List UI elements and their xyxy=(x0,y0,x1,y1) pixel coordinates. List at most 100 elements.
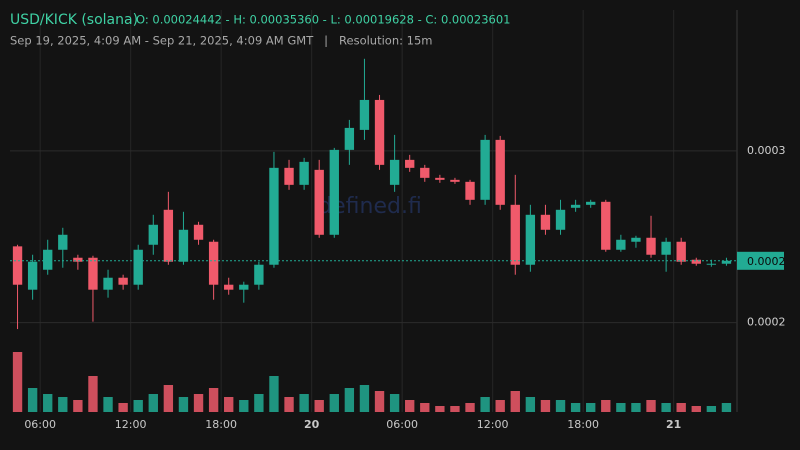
last-price-label: 0.0002 xyxy=(747,255,786,268)
volume-bar xyxy=(329,394,339,412)
y-tick-label: 0.0003 xyxy=(747,144,786,157)
candle-body xyxy=(178,229,189,262)
volume-bar xyxy=(495,400,505,412)
candle-body xyxy=(601,201,611,250)
candle-body xyxy=(374,99,385,165)
volume-bar xyxy=(314,400,324,412)
volume-bar xyxy=(721,403,732,412)
candle-body xyxy=(344,127,355,150)
volume-bar xyxy=(103,397,113,412)
volume-bar xyxy=(27,388,38,412)
candle-body xyxy=(133,249,143,285)
chart-title: USD/KICK (solana) xyxy=(10,12,138,28)
volume-bar xyxy=(646,400,656,412)
volume-bar xyxy=(374,391,385,412)
candle-body xyxy=(208,241,219,285)
volume-bar xyxy=(420,403,430,412)
candle-body xyxy=(721,260,732,264)
x-tick-label: 06:00 xyxy=(24,418,56,431)
candle-body xyxy=(555,209,566,230)
volume-bar xyxy=(133,400,143,412)
x-tick-label: 12:00 xyxy=(115,418,147,431)
volume-bar xyxy=(43,394,53,412)
volume-bar xyxy=(691,406,701,412)
volume-bar xyxy=(570,403,581,412)
candle-body xyxy=(631,237,641,242)
candle-body xyxy=(706,263,717,265)
volume-bar xyxy=(435,406,445,412)
volume-bar xyxy=(163,385,174,412)
volume-bar xyxy=(284,397,294,412)
x-tick-label: 18:00 xyxy=(567,418,599,431)
volume-bar xyxy=(299,394,309,412)
volume-bar xyxy=(616,403,626,412)
x-tick-label: 20 xyxy=(304,418,320,431)
volume-bar xyxy=(269,376,279,412)
candle-body xyxy=(73,257,83,262)
volume-bar xyxy=(510,391,520,412)
x-tick-label: 06:00 xyxy=(386,418,418,431)
candle-body xyxy=(525,214,536,265)
candle-body xyxy=(103,277,113,290)
y-tick-label: 0.0002 xyxy=(747,316,786,329)
candle-body xyxy=(284,167,294,185)
volume-bar xyxy=(676,403,686,412)
candle-body xyxy=(163,209,174,262)
volume-bar xyxy=(405,400,415,412)
candle-body xyxy=(27,261,38,290)
candle-body xyxy=(616,239,626,250)
candle-body xyxy=(224,284,234,290)
candle-body xyxy=(691,259,701,264)
volume-bar xyxy=(601,400,611,412)
candle-body xyxy=(389,159,400,185)
volume-bar xyxy=(540,400,551,412)
candle-body xyxy=(420,167,430,178)
volume-bar xyxy=(239,400,249,412)
volume-bar xyxy=(525,397,536,412)
volume-bar xyxy=(12,352,23,412)
volume-bar xyxy=(208,388,219,412)
volume-bar xyxy=(88,376,98,412)
candle-body xyxy=(570,204,581,208)
volume-bar xyxy=(178,397,189,412)
candle-body xyxy=(465,181,475,200)
candle-body xyxy=(329,149,339,235)
volume-bar xyxy=(344,388,355,412)
x-tick-label: 18:00 xyxy=(205,418,237,431)
volume-bar xyxy=(254,394,264,412)
candle-body xyxy=(435,177,445,180)
candle-body xyxy=(299,161,309,185)
candle-body xyxy=(269,167,279,265)
candle-body xyxy=(314,169,324,235)
volume-bar xyxy=(631,403,641,412)
volume-bar xyxy=(480,397,490,412)
candle-body xyxy=(193,224,204,240)
candle-body xyxy=(88,257,98,290)
candle-body xyxy=(148,224,158,245)
candle-body xyxy=(254,264,264,285)
volume-bar xyxy=(58,397,68,412)
last-price-box xyxy=(737,251,784,270)
volume-bar xyxy=(450,406,460,412)
candle-body xyxy=(12,246,23,285)
candle-body xyxy=(239,284,249,290)
candle-body xyxy=(646,237,656,255)
candle-body xyxy=(676,241,686,262)
volume-bar xyxy=(118,403,128,412)
volume-bar xyxy=(359,385,370,412)
volume-bar xyxy=(465,403,475,412)
volume-bar xyxy=(661,403,671,412)
candle-body xyxy=(586,201,596,205)
candle-body xyxy=(480,139,490,200)
candle-body xyxy=(58,234,68,250)
candle-body xyxy=(359,99,370,130)
volume-bar xyxy=(706,406,717,412)
candle-body xyxy=(661,241,671,255)
volume-bar xyxy=(193,394,204,412)
x-tick-label: 21 xyxy=(666,418,681,431)
volume-bar xyxy=(389,394,400,412)
ohlc-summary: O: 0.00024442 - H: 0.00035360 - L: 0.000… xyxy=(136,13,510,27)
